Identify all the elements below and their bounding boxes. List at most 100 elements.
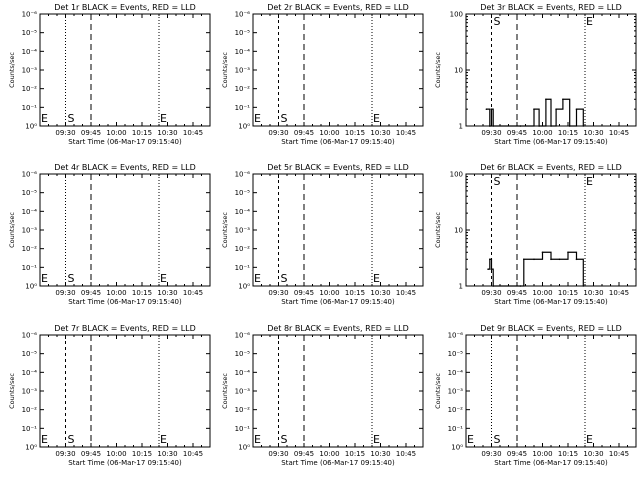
x-axis-label: Start Time (06-Mar-17 09:15:40): [281, 138, 395, 146]
x-tick-label: 10:00: [532, 450, 552, 458]
y-tick-label: 10⁰: [25, 283, 37, 291]
y-tick-label: 10⁻⁵: [235, 350, 251, 358]
x-tick-label: 10:45: [183, 129, 203, 137]
y-tick-label: 1: [459, 283, 463, 291]
y-tick-label: 10⁻³: [235, 388, 251, 396]
panel-9: Det 9r BLACK = Events, RED = LLD Counts/s…: [434, 324, 637, 467]
y-tick-label: 10⁻³: [22, 67, 38, 75]
x-tick-label: 09:30: [268, 289, 288, 297]
y-tick-label: 10⁻⁶: [22, 11, 38, 19]
x-tick-label: 09:30: [55, 450, 75, 458]
y-tick-label: 10⁻⁶: [235, 171, 251, 179]
x-tick-label: 10:45: [609, 129, 629, 137]
events-point: [519, 125, 522, 127]
y-axis-label: Counts/sec: [221, 373, 229, 409]
x-tick-label: 09:45: [507, 450, 527, 458]
panel-2: Det 2r BLACK = Events, RED = LLD Counts/s…: [221, 3, 424, 146]
x-tick-label: 09:45: [507, 289, 527, 297]
panel-5: Det 5r BLACK = Events, RED = LLD Counts/s…: [221, 163, 424, 306]
events-point: [550, 125, 552, 127]
x-tick-label: 10:00: [532, 129, 552, 137]
x-tick-label: 09:30: [481, 129, 501, 137]
y-tick-label: 10⁻¹: [22, 425, 38, 433]
x-tick-label: 10:45: [609, 450, 629, 458]
x-tick-label: 09:45: [81, 129, 101, 137]
x-tick-label: 10:15: [132, 129, 152, 137]
y-axis-label: Counts/sec: [8, 212, 16, 248]
x-tick-label: 10:45: [396, 289, 416, 297]
y-tick-label: 10⁻³: [235, 227, 251, 235]
y-tick-label: 10⁰: [25, 444, 37, 452]
events-point: [550, 258, 552, 261]
start-marker: S: [281, 112, 288, 125]
y-tick-label: 10⁻⁵: [235, 29, 251, 37]
events-point: [582, 285, 585, 287]
events-point: [490, 108, 493, 110]
start-marker: S: [494, 433, 501, 446]
x-tick-label: 09:30: [268, 129, 288, 137]
y-tick-label: 10⁻²: [235, 245, 251, 253]
y-tick-label: 10⁻²: [22, 245, 38, 253]
y-tick-label: 10⁻³: [448, 388, 464, 396]
y-tick-label: 10⁰: [25, 123, 37, 131]
x-tick-label: 10:15: [132, 450, 152, 458]
x-tick-label: 09:45: [507, 129, 527, 137]
events-point: [519, 285, 522, 287]
panel-4: Det 4r BLACK = Events, RED = LLD Counts/s…: [8, 163, 211, 306]
x-tick-label: 10:45: [396, 129, 416, 137]
x-tick-label: 10:30: [157, 129, 177, 137]
events-point: [575, 258, 578, 261]
events-point: [562, 98, 564, 101]
x-tick-label: 10:45: [183, 450, 203, 458]
panel-title: Det 9r BLACK = Events, RED = LLD: [480, 324, 622, 333]
end-marker: E: [373, 272, 380, 285]
y-tick-label: 10⁻²: [235, 85, 251, 93]
y-tick-label: 10⁻¹: [22, 264, 38, 272]
end-marker: E: [160, 112, 167, 125]
events-point: [545, 98, 547, 101]
panel-title: Det 6r BLACK = Events, RED = LLD: [480, 163, 622, 172]
panel-1: Det 1r BLACK = Events, RED = LLD Counts/s…: [8, 3, 211, 146]
x-tick-label: 09:45: [294, 129, 314, 137]
panel-6: Det 6r BLACK = Events, RED = LLD Counts/s…: [434, 163, 637, 306]
y-axis-label: Counts/sec: [434, 52, 442, 88]
end-marker-left: E: [41, 433, 48, 446]
events-point: [523, 258, 525, 261]
events-point: [568, 125, 571, 127]
events-point: [575, 108, 578, 110]
start-marker: S: [494, 175, 501, 188]
panel-title: Det 3r BLACK = Events, RED = LLD: [480, 3, 622, 12]
x-tick-label: 10:30: [583, 450, 603, 458]
x-tick-label: 10:45: [609, 289, 629, 297]
events-series-1: [486, 98, 584, 127]
events-point: [489, 258, 491, 261]
events-point: [485, 108, 488, 110]
events-point: [558, 258, 561, 261]
y-tick-label: 100: [450, 171, 463, 179]
x-axis-label: Start Time (06-Mar-17 09:15:40): [68, 459, 182, 467]
end-marker-left: E: [254, 433, 261, 446]
x-tick-label: 10:30: [157, 450, 177, 458]
plot-frame: [39, 13, 211, 127]
y-tick-label: 10⁻⁶: [235, 332, 251, 340]
end-marker-left: E: [254, 272, 261, 285]
end-marker-left: E: [467, 433, 474, 446]
x-tick-label: 10:00: [106, 450, 126, 458]
y-tick-label: 10⁻⁵: [448, 350, 464, 358]
events-point: [582, 125, 585, 127]
y-tick-label: 10⁻³: [235, 67, 251, 75]
x-tick-label: 10:15: [558, 289, 578, 297]
x-tick-label: 10:15: [345, 289, 365, 297]
y-tick-label: 10⁻¹: [235, 264, 251, 272]
x-tick-label: 10:00: [106, 129, 126, 137]
x-tick-label: 10:00: [319, 450, 339, 458]
y-axis-label: Counts/sec: [8, 373, 16, 409]
y-tick-label: 10⁻⁴: [235, 369, 251, 377]
x-axis-label: Start Time (06-Mar-17 09:15:40): [494, 138, 608, 146]
start-marker: S: [68, 272, 75, 285]
y-axis-label: Counts/sec: [221, 52, 229, 88]
plot-frame: [465, 334, 637, 448]
y-tick-label: 10⁻²: [235, 406, 251, 414]
y-tick-label: 10⁻²: [448, 406, 464, 414]
